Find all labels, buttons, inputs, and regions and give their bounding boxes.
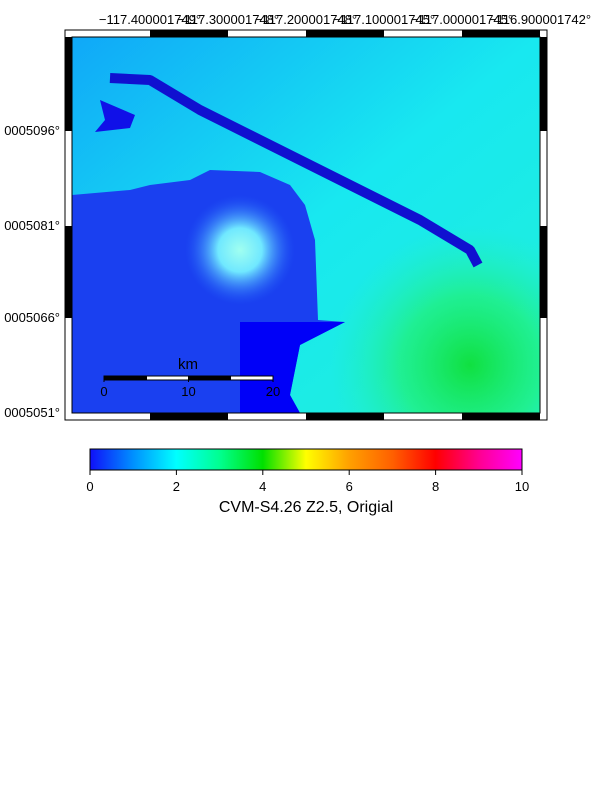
lon-label: −117.300001748° (177, 12, 279, 27)
lat-label: 0005096° (4, 123, 60, 138)
lat-label: 0005081° (4, 218, 60, 233)
lat-label: 0005066° (4, 310, 60, 325)
lon-label: −117.400001749° (99, 12, 201, 27)
colorbar-tick-label: 10 (515, 479, 529, 494)
scale-tick-label: 0 (100, 384, 107, 399)
colorbar-tick-label: 8 (432, 479, 439, 494)
colorbar-tick-label: 2 (173, 479, 180, 494)
colorbar-tick-label: 4 (259, 479, 266, 494)
lat-label: 0005051° (4, 405, 60, 420)
lon-label: −117.100001745° (333, 12, 435, 27)
lon-label: −116.900001742° (489, 12, 591, 27)
scale-unit: km (178, 356, 198, 373)
colorbar-tick-label: 0 (86, 479, 93, 494)
lon-label: −117.000001745° (411, 12, 513, 27)
scale-tick-label: 20 (266, 384, 280, 399)
map-image (72, 37, 540, 413)
colorbar-tick-label: 6 (346, 479, 353, 494)
scale-tick-label: 10 (181, 384, 195, 399)
colorbar (89, 448, 523, 471)
lon-label: −117.200001748° (255, 12, 357, 27)
colorbar-label: CVM-S4.26 Z2.5, Origial (219, 499, 393, 516)
frame-bars (65, 30, 547, 420)
